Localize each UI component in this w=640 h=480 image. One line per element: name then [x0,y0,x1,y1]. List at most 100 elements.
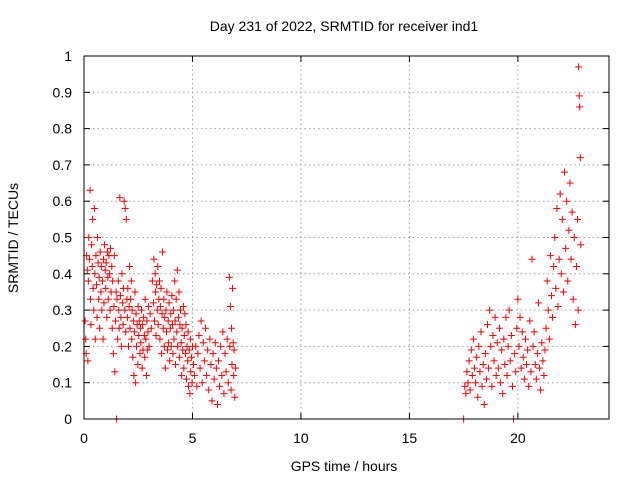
data-point [127,295,135,303]
data-point [492,371,500,379]
data-point [118,270,126,278]
data-point [227,386,235,394]
data-point [149,299,157,307]
data-point [480,400,488,408]
data-point [194,350,202,358]
data-point [121,204,129,212]
data-point [179,346,187,354]
data-point [526,317,534,325]
data-point [575,92,583,100]
data-point [90,306,98,314]
data-point [173,266,181,274]
data-point [113,295,121,303]
data-point [154,263,162,271]
data-point [132,310,140,318]
data-point [88,241,96,249]
data-point [187,368,195,376]
data-point [523,361,531,369]
data-point [91,335,99,343]
data-point [482,375,490,383]
data-point [91,270,99,278]
data-point [515,342,523,350]
x-tick-label: 5 [189,430,197,446]
data-point [494,364,502,372]
data-point [223,335,231,343]
data-point [124,342,132,350]
data-point [126,263,134,271]
x-axis-label: GPS time / hours [291,458,398,474]
data-point [100,299,108,307]
data-point [552,284,560,292]
data-point [576,154,584,162]
data-point [231,393,239,401]
data-point [102,259,110,267]
data-point [139,321,147,329]
data-point [128,306,136,314]
data-point [103,313,111,321]
data-point [166,357,174,365]
data-point [531,361,539,369]
data-point [95,295,103,303]
data-point [503,371,511,379]
data-point [142,335,150,343]
data-point [106,244,114,252]
data-point [485,364,493,372]
data-point [186,390,194,398]
data-point [112,288,120,296]
data-point [161,313,169,321]
data-point [569,295,577,303]
data-point [473,353,481,361]
data-point [174,342,182,350]
plot-frame [83,55,610,420]
data-point [464,379,472,387]
data-point [117,313,125,321]
data-point [533,350,541,358]
y-tick-label: 0.4 [53,266,73,282]
data-point [83,266,91,274]
y-axis-label: SRMTID / TECUs [5,183,21,293]
data-point [220,390,228,398]
data-point [175,353,183,361]
data-point [567,255,575,263]
data-point [193,382,201,390]
data-point [218,371,226,379]
data-point [156,302,164,310]
data-point [111,317,119,325]
data-point [145,302,153,310]
data-point [133,342,140,350]
data-point [169,321,177,329]
data-point [489,332,497,340]
data-point [136,324,144,332]
data-point [231,364,239,372]
data-point [94,259,102,267]
data-point [565,226,573,234]
data-point [85,255,93,263]
data-point [474,393,482,401]
data-point [521,335,529,343]
data-point [161,364,169,372]
data-point [170,335,178,343]
data-point [500,335,508,343]
data-point [175,288,183,296]
y-tick-label: 1 [64,48,72,64]
data-point [195,332,203,340]
data-point [513,324,521,332]
data-point [574,306,582,314]
data-point [169,306,177,314]
data-point [529,342,537,350]
data-point [542,324,550,332]
data-point [125,302,133,310]
data-point [177,306,185,314]
data-point [129,317,137,325]
data-point [174,313,182,321]
data-point [98,277,106,285]
data-point [461,382,469,390]
data-point [557,270,565,278]
data-point [106,270,114,278]
data-point [467,346,475,354]
data-point [84,277,92,285]
data-point [212,364,220,372]
data-point [141,295,149,303]
data-point [505,306,513,314]
data-point [185,346,193,354]
